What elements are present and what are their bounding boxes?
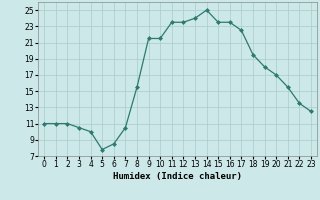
X-axis label: Humidex (Indice chaleur): Humidex (Indice chaleur): [113, 172, 242, 181]
